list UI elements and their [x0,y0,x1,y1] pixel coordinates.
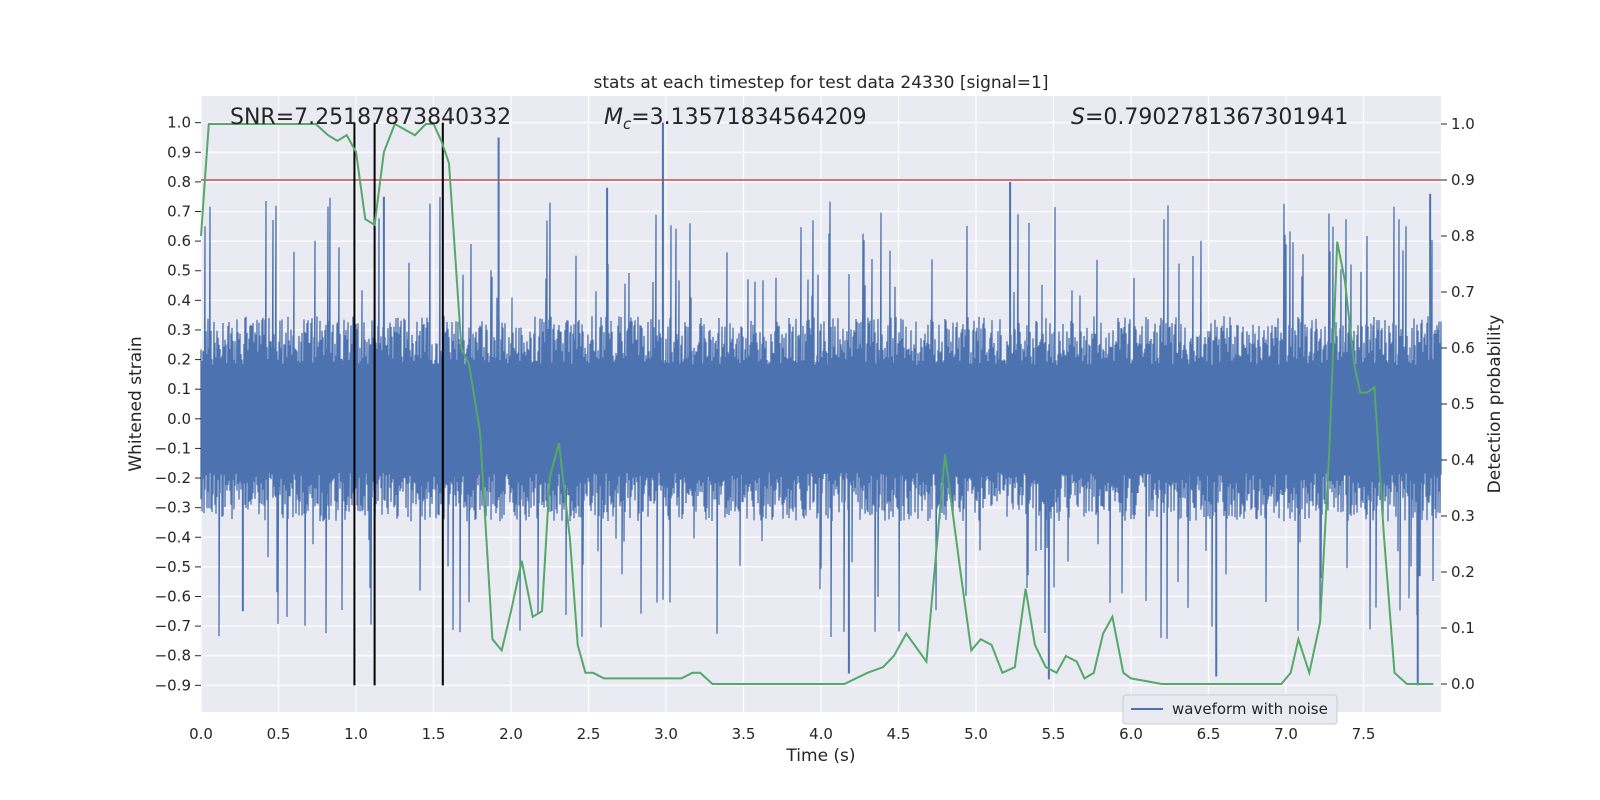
y-left-tick-label: −0.2 [155,469,191,487]
y-left-tick-label: 0.0 [167,410,191,428]
x-tick-label: 5.0 [964,725,988,743]
y-ticks-right: 0.0 0.1 0.2 0.3 0.4 0.5 0.6 0.7 0.8 0.9 1.0 [1441,115,1475,693]
y-axis-label-left: Whitened strain [126,336,146,471]
x-tick-label: 6.0 [1119,725,1143,743]
y-axis-label-right: Detection probability [1485,315,1505,494]
x-tick-label: 0.5 [267,725,291,743]
y-left-tick-label: 1.0 [167,114,191,132]
snr-annotation: SNR=7.25187873840332 [230,105,511,130]
y-right-tick-label: 0.8 [1451,227,1475,245]
x-tick-label: 5.5 [1042,725,1066,743]
y-left-tick-label: −0.3 [155,499,191,517]
vertical-lines [353,122,444,686]
y-left-tick-label: 0.4 [167,291,191,309]
detection-probability-line [200,122,1434,685]
legend-label-waveform: waveform with noise [1172,700,1328,718]
y-left-tick-label: −0.8 [155,647,191,665]
y-right-tick-label: 0.2 [1451,563,1475,581]
chirp-mass-value: =3.13571834564209 [631,105,866,130]
x-tick-label: 1.0 [344,725,368,743]
y-left-tick-label: −0.5 [155,558,191,576]
y-ticks-left: −0.9 −0.8 −0.7 −0.6 −0.5 −0.4 −0.3 −0.2 −0.1 0.0 0… [155,114,201,694]
x-tick-label: 2.0 [499,725,523,743]
y-right-tick-label: 0.1 [1451,619,1475,637]
y-left-tick-label: −0.4 [155,528,191,546]
y-left-tick-label: −0.9 [155,676,191,694]
x-tick-label: 1.5 [422,725,446,743]
waveform-line [200,197,1442,639]
y-left-tick-label: 0.9 [167,143,191,161]
y-left-tick-label: 0.7 [167,203,191,221]
legend: waveform with noise [1122,694,1338,725]
y-left-tick-label: 0.1 [167,380,191,398]
y-left-tick-label: −0.1 [155,439,191,457]
x-tick-label: 3.0 [654,725,678,743]
y-left-tick-label: −0.6 [155,588,191,606]
x-tick-label: 0.0 [189,725,213,743]
y-left-tick-label: 0.8 [167,173,191,191]
y-right-tick-label: 0.3 [1451,507,1475,525]
y-left-tick-label: 0.6 [167,232,191,250]
x-axis-label: Time (s) [785,746,855,766]
y-right-tick-label: 0.9 [1451,171,1475,189]
y-right-tick-label: 0.7 [1451,283,1475,301]
y-left-tick-label: −0.7 [155,617,191,635]
y-left-tick-label: 0.5 [167,262,191,280]
x-tick-label: 4.0 [809,725,833,743]
s-value: =0.7902781367301941 [1085,105,1348,130]
chirp-mass-annotation: Mc=3.13571834564209 [604,105,867,133]
s-symbol: S [1071,105,1085,130]
chirp-mass-subscript: c [623,115,632,133]
x-tick-label: 2.5 [577,725,601,743]
legend-box [1122,694,1338,725]
y-right-tick-label: 0.4 [1451,451,1475,469]
probability-layer [200,122,1434,685]
x-ticks: 0.0 0.5 1.0 1.5 2.0 2.5 3.0 3.5 4.0 4.5 5.0 5.5 6.0 6… [189,725,1375,743]
y-right-tick-label: 0.0 [1451,675,1475,693]
y-right-tick-label: 0.5 [1451,395,1475,413]
x-tick-label: 6.5 [1197,725,1221,743]
chirp-mass-symbol: M [604,105,623,130]
x-tick-label: 7.5 [1352,725,1376,743]
x-tick-label: 3.5 [732,725,756,743]
y-right-tick-label: 0.6 [1451,339,1475,357]
x-tick-label: 4.5 [887,725,911,743]
x-tick-label: 7.0 [1274,725,1298,743]
y-right-tick-label: 1.0 [1451,115,1475,133]
waveform [200,122,1442,686]
s-annotation: S=0.7902781367301941 [1071,105,1348,130]
y-left-tick-label: 0.2 [167,351,191,369]
chart-title: stats at each timestep for test data 243… [594,73,1049,93]
y-left-tick-label: 0.3 [167,321,191,339]
